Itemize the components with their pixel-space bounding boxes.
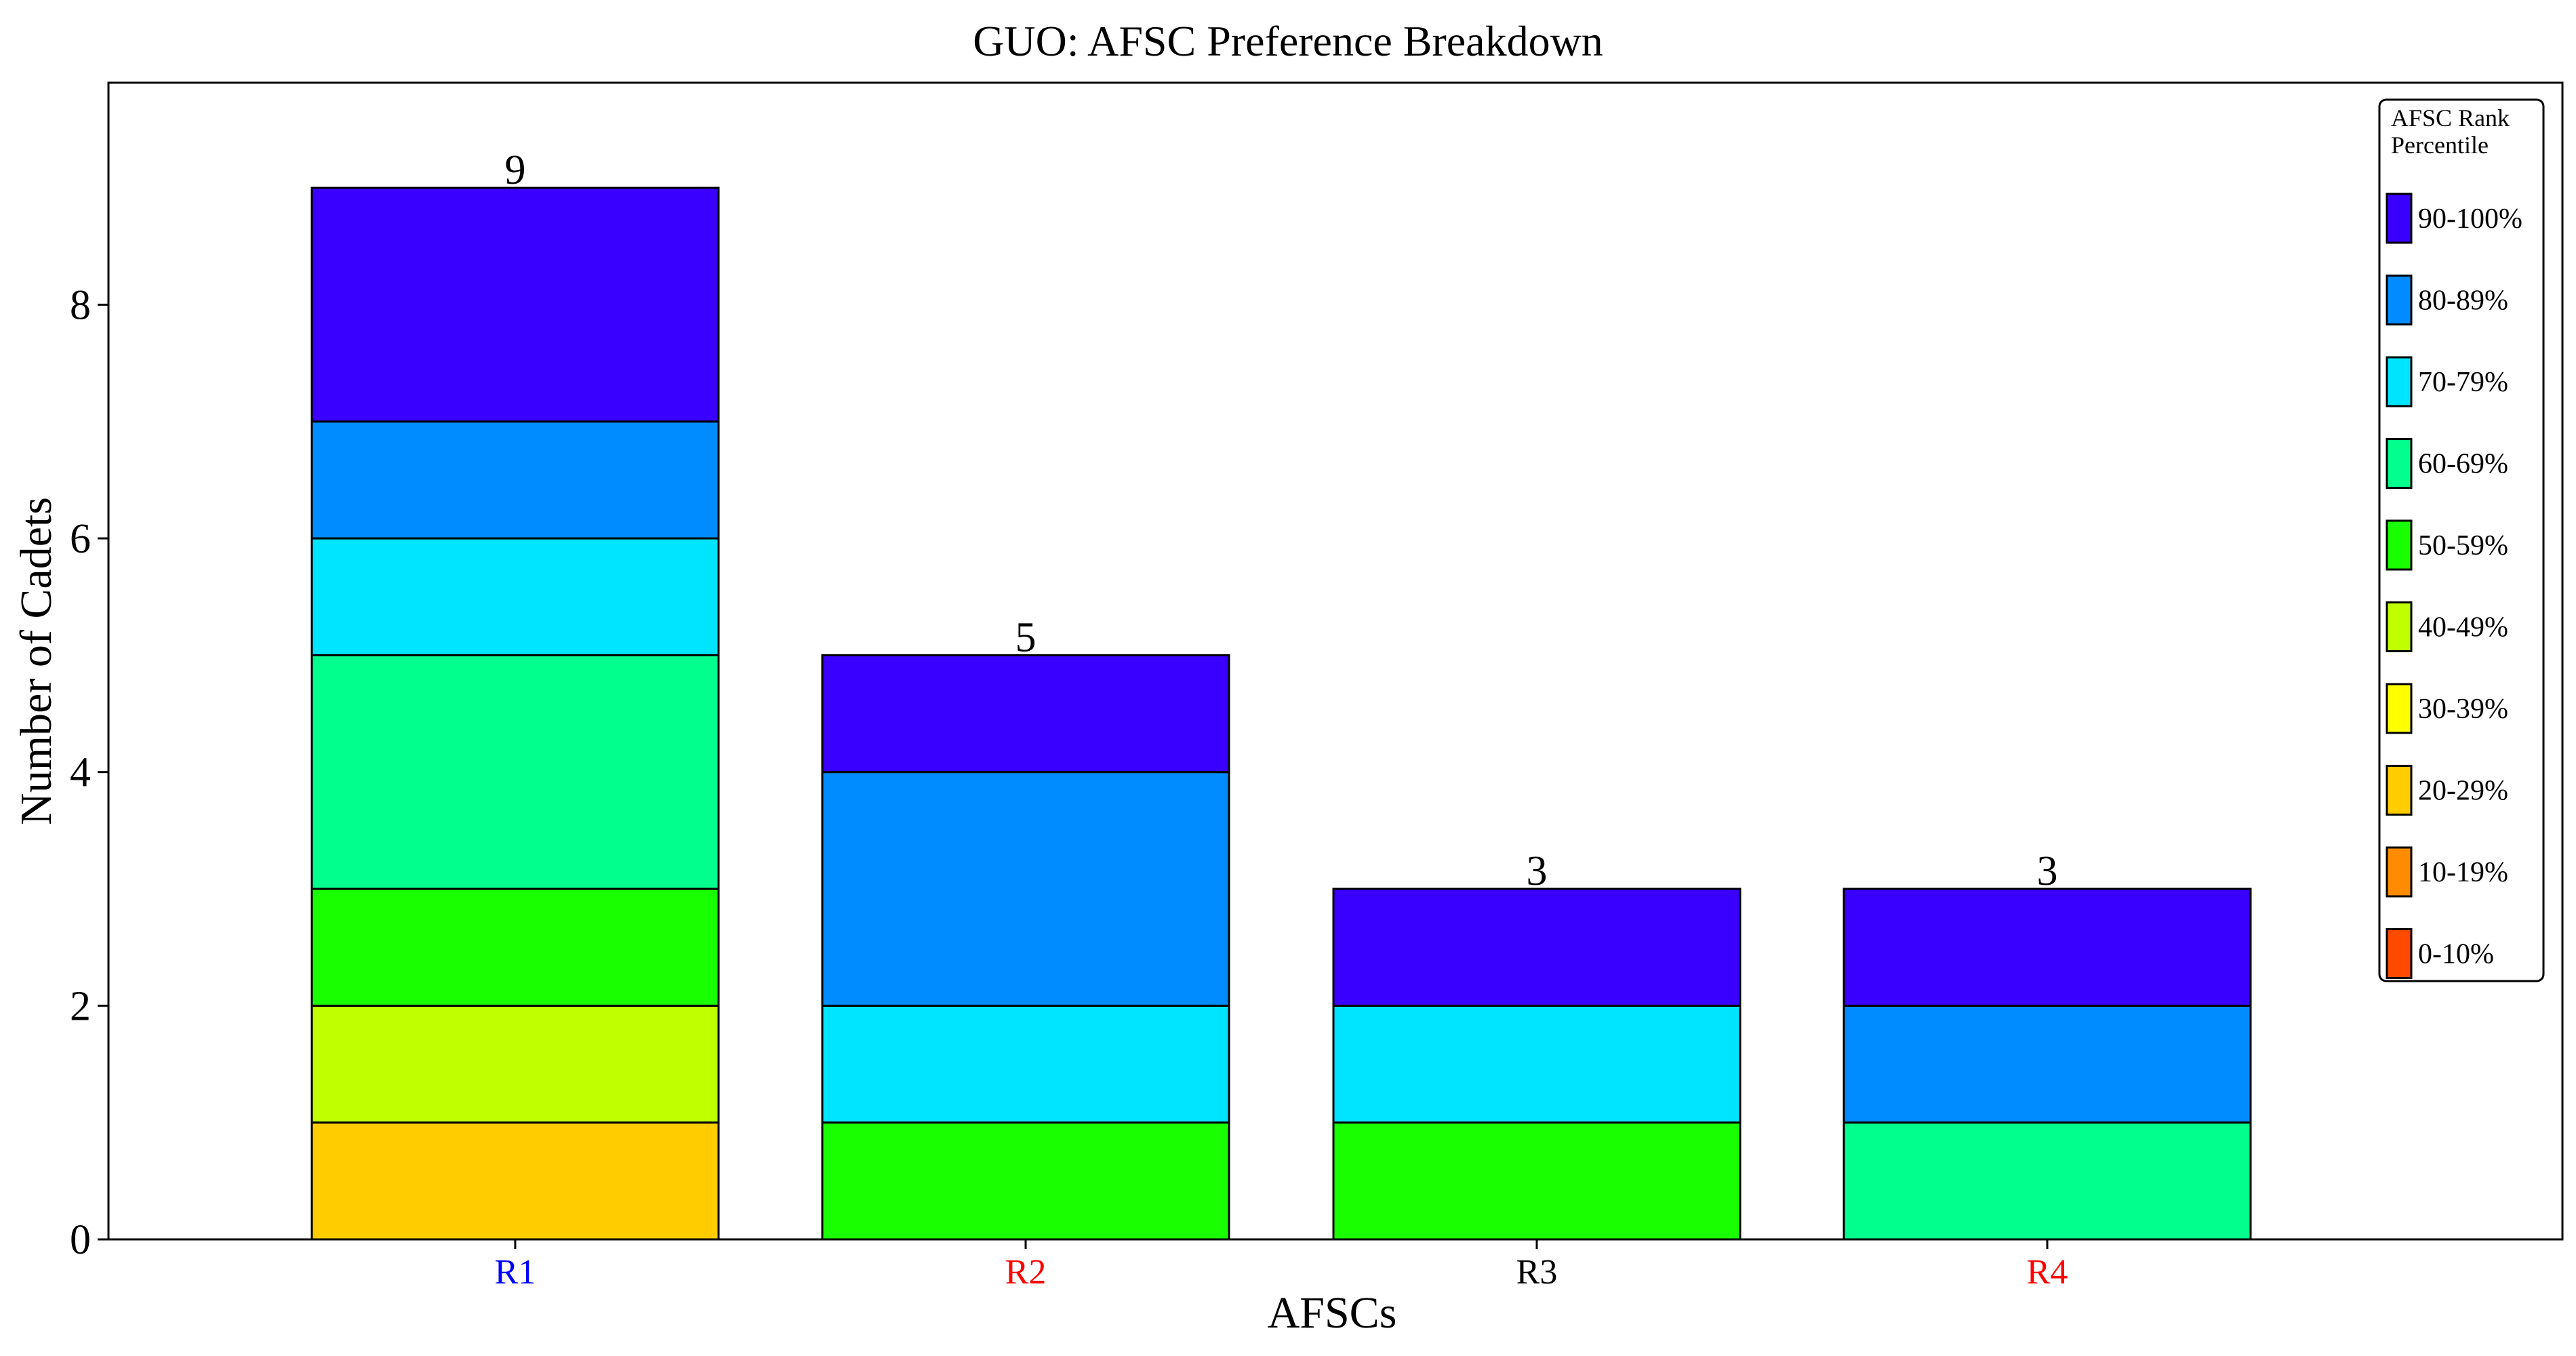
legend-swatch-30-39pct xyxy=(2386,683,2413,734)
bar-total-label-r1: 9 xyxy=(505,147,526,193)
bar-segment-r2-50-59pct xyxy=(821,1121,1230,1241)
legend-title-line: Percentile xyxy=(2391,132,2489,159)
legend-label-0-10pct: 0-10% xyxy=(2418,939,2494,970)
legend: AFSC Rank Percentile 90-100% 80-89% 70-79% 6… xyxy=(2378,98,2545,982)
bar-segment-r1-90-100pct xyxy=(310,186,720,423)
bar-segment-r1-40-49pct xyxy=(310,1004,720,1124)
legend-label-30-39pct: 30-39% xyxy=(2418,694,2508,725)
bar-segment-r4-90-100pct xyxy=(1843,888,2252,1007)
legend-swatch-90-100pct xyxy=(2386,193,2413,244)
legend-label-80-89pct: 80-89% xyxy=(2418,285,2508,317)
legend-title-line: AFSC Rank xyxy=(2391,104,2510,132)
bar-total-label-r4: 3 xyxy=(2037,848,2058,894)
bar-total-label-r3: 3 xyxy=(1527,848,1548,894)
legend-label-20-29pct: 20-29% xyxy=(2418,776,2508,807)
x-axis-label: AFSCs xyxy=(1268,1288,1397,1338)
legend-label-70-79pct: 70-79% xyxy=(2418,367,2508,398)
legend-label-40-49pct: 40-49% xyxy=(2418,612,2508,643)
bar-total-labels: 9 5 3 3 xyxy=(505,147,2058,894)
bar-segment-r1-50-59pct xyxy=(310,888,720,1007)
x-axis: R1 R2 R3 R4 xyxy=(495,1239,2068,1292)
legend-swatch-0-10pct xyxy=(2386,928,2413,979)
bar-segment-r1-20-29pct xyxy=(310,1121,720,1241)
y-tick-label: 4 xyxy=(70,750,91,796)
bar-segment-r2-80-89pct xyxy=(821,771,1230,1007)
y-tick-label: 6 xyxy=(70,516,91,562)
legend-swatch-50-59pct xyxy=(2386,519,2413,571)
bar-segment-r4-60-69pct xyxy=(1843,1121,2252,1241)
x-tick-label-r4: R4 xyxy=(2027,1253,2068,1292)
chart-title: GUO: AFSC Preference Breakdown xyxy=(973,17,1603,65)
bar-total-label-r2: 5 xyxy=(1015,614,1037,660)
bar-stacks xyxy=(310,186,2252,1241)
bar-segment-r4-80-89pct xyxy=(1843,1004,2252,1124)
legend-items: 90-100% 80-89% 70-79% 60-69% 50-59% 40-49% 30-… xyxy=(2386,193,2522,979)
x-tick-label-r1: R1 xyxy=(495,1253,536,1292)
bar-segment-r2-70-79pct xyxy=(821,1004,1230,1124)
legend-label-50-59pct: 50-59% xyxy=(2418,530,2508,561)
bar-segment-r3-50-59pct xyxy=(1332,1121,1742,1241)
y-axis: 0 2 4 6 8 xyxy=(70,282,108,1263)
bar-segment-r3-70-79pct xyxy=(1332,1004,1742,1124)
legend-swatch-60-69pct xyxy=(2386,438,2413,489)
bar-segment-r1-70-79pct xyxy=(310,537,720,656)
legend-box xyxy=(2378,98,2545,982)
y-axis-label: Number of Cadets xyxy=(12,497,61,825)
bar-segment-r2-90-100pct xyxy=(821,654,1230,774)
legend-label-10-19pct: 10-19% xyxy=(2418,857,2508,888)
legend-swatch-70-79pct xyxy=(2386,356,2413,407)
y-tick-label: 8 xyxy=(70,282,91,328)
x-tick-label-r3: R3 xyxy=(1516,1253,1558,1292)
legend-label-60-69pct: 60-69% xyxy=(2418,449,2508,480)
y-tick-label: 2 xyxy=(70,983,91,1029)
x-tick-label-r2: R2 xyxy=(1005,1253,1047,1292)
bar-segment-r3-90-100pct xyxy=(1332,888,1742,1007)
legend-swatch-80-89pct xyxy=(2386,275,2413,325)
legend-label-90-100pct: 90-100% xyxy=(2418,203,2522,235)
y-tick-label: 0 xyxy=(70,1217,91,1263)
legend-swatch-20-29pct xyxy=(2386,765,2413,816)
legend-swatch-40-49pct xyxy=(2386,601,2413,652)
legend-title: AFSC Rank Percentile xyxy=(2391,104,2510,159)
bar-segment-r1-80-89pct xyxy=(310,420,720,540)
legend-swatch-10-19pct xyxy=(2386,846,2413,898)
bar-segment-r1-60-69pct xyxy=(310,654,720,890)
